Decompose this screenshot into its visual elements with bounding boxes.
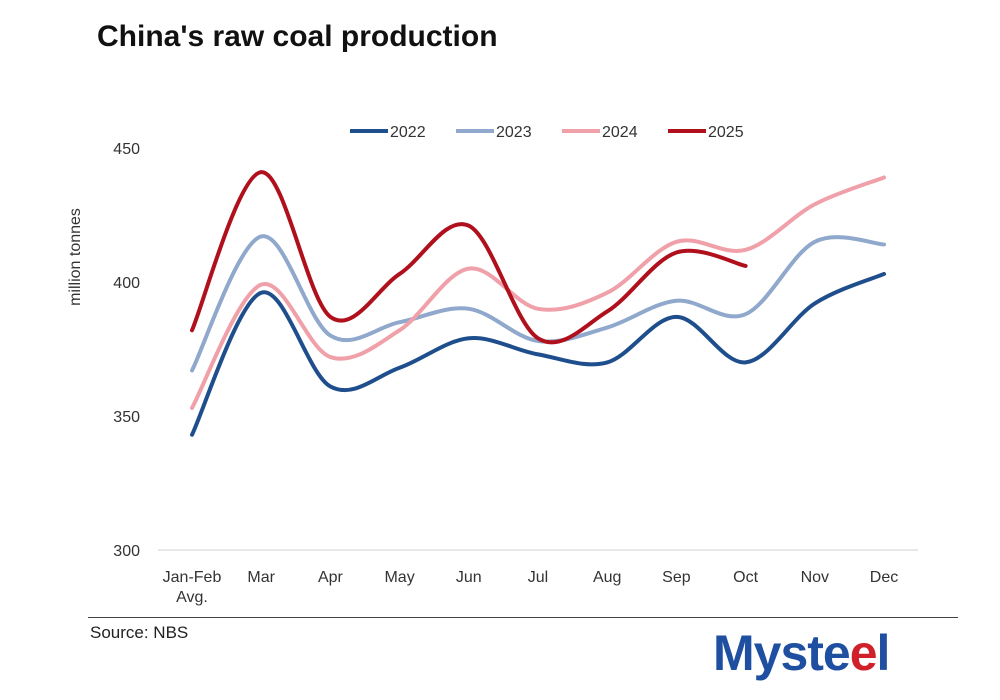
y-tick-label: 450: [113, 141, 140, 158]
series-line-2022: [190, 271, 886, 437]
x-tick-label: Jul: [528, 569, 548, 586]
series-line-2024: [190, 175, 886, 410]
legend-label-2022: 2022: [390, 124, 426, 141]
legend-label-2024: 2024: [602, 124, 638, 141]
series-line-2025: [190, 170, 748, 345]
source-divider: [88, 617, 958, 618]
x-tick-label: Oct: [733, 569, 758, 586]
x-tick-label: Mar: [247, 569, 275, 586]
x-tick-label: Nov: [801, 569, 829, 586]
mysteel-logo: Mysteel: [713, 625, 889, 681]
x-tick-label: Dec: [870, 569, 898, 586]
y-axis-label: million tonnes: [67, 208, 84, 306]
x-tick-label: Jan-Feb Avg.: [163, 569, 222, 606]
x-tick-label: Apr: [318, 569, 344, 586]
series-line-2023: [190, 234, 886, 373]
x-tick-label: Jun: [456, 569, 482, 586]
chart-title: China's raw coal production: [97, 20, 498, 53]
x-tick-label: Aug: [593, 569, 621, 586]
legend-label-2025: 2025: [708, 124, 744, 141]
x-tick-label: Sep: [662, 569, 691, 586]
source-note: Source: NBS: [90, 623, 189, 642]
legend-label-2023: 2023: [496, 124, 532, 141]
y-tick-label: 300: [113, 543, 140, 560]
y-tick-label: 350: [113, 409, 140, 426]
y-tick-label: 400: [113, 275, 140, 292]
x-tick-label: May: [384, 569, 414, 586]
